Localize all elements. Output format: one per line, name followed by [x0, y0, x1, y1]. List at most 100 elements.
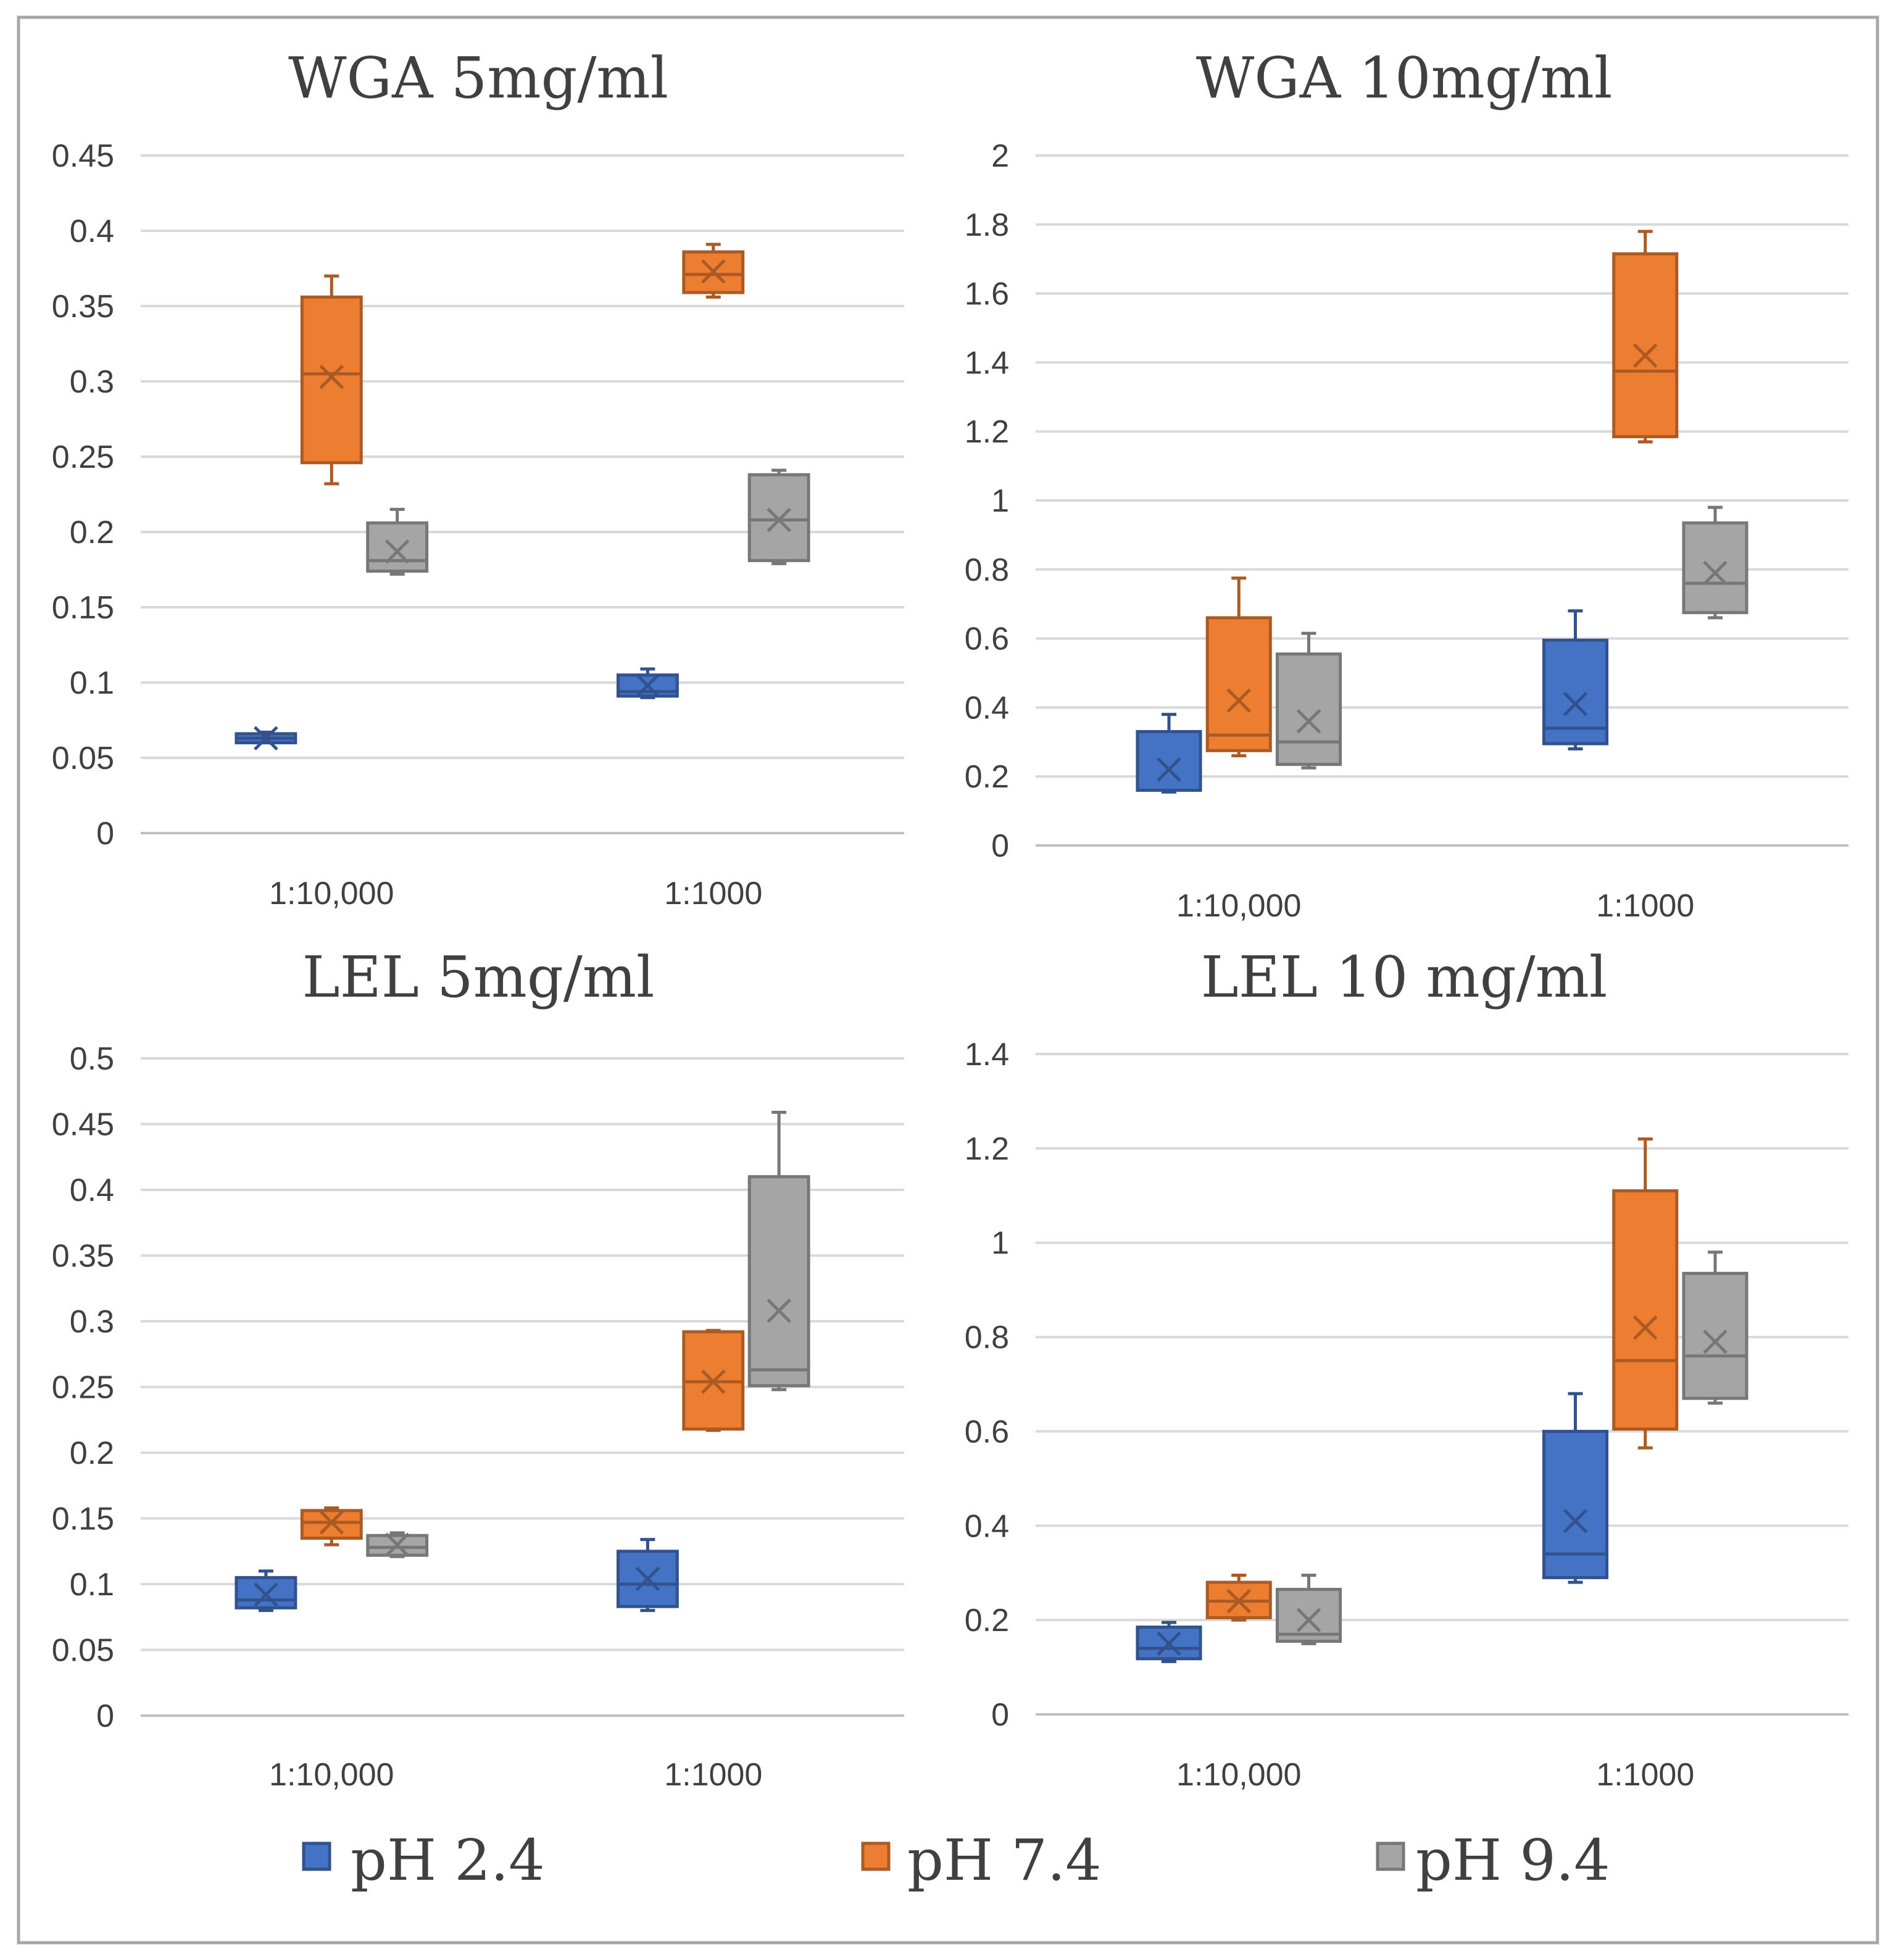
panel-wga-10: WGA 10mg/ml 0 0.2 0.4 0.6 0.8 1 1.2 1.4 1.6 1.8 2 1…	[965, 45, 1848, 924]
y-tick-label: 0.25	[52, 1370, 114, 1406]
y-tick-label: 0.05	[52, 1633, 114, 1669]
box-body	[1612, 1189, 1679, 1431]
box-ph-9-4	[747, 468, 810, 565]
mean-marker	[319, 364, 344, 389]
box-ph-9-4	[366, 1531, 429, 1558]
mean-marker	[319, 1510, 344, 1535]
box-body	[300, 295, 363, 465]
box-body	[1542, 1429, 1609, 1579]
box-ph-7-4	[1205, 576, 1272, 758]
box-ph-9-4	[1682, 505, 1748, 620]
mean-marker	[767, 507, 791, 533]
y-tick-label: 0.4	[965, 1508, 1009, 1544]
legend-swatch	[302, 1842, 331, 1871]
mean-marker	[1563, 692, 1588, 716]
y-tick-label: 0.05	[52, 741, 114, 776]
y-tick-label: 0.4	[965, 690, 1009, 726]
mean-marker	[385, 539, 410, 564]
box-body	[1542, 638, 1609, 745]
legend-item-ph-9-4: pH 9.4	[1376, 1827, 1610, 1893]
box-ph-7-4	[682, 243, 745, 299]
x-tick-label: 1:10,000	[1176, 1757, 1301, 1793]
mean-marker	[1632, 1315, 1658, 1340]
y-tick-label: 0.8	[965, 552, 1009, 588]
y-tick-label: 0.35	[52, 289, 114, 325]
y-tick-label: 0.4	[70, 214, 114, 249]
y-tick-label: 0.8	[965, 1320, 1009, 1356]
mean-marker	[1703, 560, 1728, 586]
box-ph-9-4	[1275, 1574, 1342, 1645]
y-tick-label: 0.2	[70, 515, 114, 550]
x-tick-label: 1:10,000	[269, 876, 394, 911]
box-body	[1682, 1271, 1748, 1400]
y-tick-label: 0.1	[70, 665, 114, 701]
box-ph-9-4	[366, 507, 429, 576]
y-tick-label: 0	[991, 828, 1009, 864]
box-body	[1275, 652, 1342, 766]
mean-marker	[1226, 1588, 1252, 1614]
y-tick-label: 0.5	[70, 1041, 114, 1077]
y-tick-label: 1.4	[965, 1037, 1009, 1073]
legend-label: pH 7.4	[907, 1827, 1102, 1893]
mean-marker	[767, 1298, 791, 1323]
chart-title: WGA 10mg/ml	[1196, 45, 1613, 111]
y-tick-label: 0.45	[52, 138, 114, 174]
y-tick-label: 0.3	[70, 1304, 114, 1340]
chart-title: LEL 5mg/ml	[302, 944, 655, 1010]
box-ph-7-4	[1612, 230, 1679, 444]
x-tick-label: 1:10,000	[1176, 888, 1301, 924]
mean-marker	[635, 1566, 660, 1592]
legend: pH 2.4 pH 7.4 pH 9.4	[302, 1827, 1610, 1893]
box-ph-9-4	[1682, 1250, 1748, 1405]
box-ph-7-4	[682, 1329, 745, 1432]
mean-marker	[701, 259, 726, 284]
mean-marker	[254, 726, 278, 751]
mean-marker	[1632, 343, 1658, 368]
legend-item-ph-2-4: pH 2.4	[302, 1827, 545, 1893]
y-tick-label: 0.25	[52, 439, 114, 475]
box-ph-9-4	[747, 1110, 810, 1392]
mean-marker	[1296, 1608, 1321, 1632]
box-ph-7-4	[300, 1506, 363, 1547]
y-tick-label: 0.2	[965, 1603, 1009, 1638]
y-tick-label: 0.2	[965, 759, 1009, 795]
y-tick-label: 0.4	[70, 1173, 114, 1208]
legend-swatch	[861, 1842, 891, 1871]
box-ph-9-4	[1275, 631, 1342, 770]
y-tick-label: 0.1	[70, 1567, 114, 1603]
mean-marker	[1157, 1631, 1181, 1656]
x-tick-label: 1:1000	[664, 1757, 762, 1793]
legend-label: pH 9.4	[1416, 1827, 1610, 1893]
box-ph-7-4	[300, 274, 363, 486]
mean-marker	[1296, 708, 1321, 734]
box-ph-2-4	[235, 1569, 297, 1613]
y-tick-label: 0.45	[52, 1107, 114, 1143]
box-body	[1205, 616, 1272, 752]
mean-marker	[1703, 1329, 1728, 1354]
y-tick-label: 0.2	[70, 1435, 114, 1471]
legend-swatch	[1376, 1842, 1405, 1871]
box-ph-2-4	[1136, 713, 1202, 794]
box-ph-2-4	[1542, 609, 1609, 750]
y-tick-label: 1.4	[965, 345, 1009, 381]
mean-marker	[385, 1532, 410, 1557]
box-body	[1275, 1587, 1342, 1643]
y-tick-label: 1.2	[965, 1131, 1009, 1167]
box-body	[747, 1175, 810, 1387]
box-ph-7-4	[1205, 1574, 1272, 1622]
y-tick-label: 0.35	[52, 1239, 114, 1274]
chart-title: LEL 10 mg/ml	[1201, 944, 1608, 1010]
mean-marker	[1157, 757, 1181, 782]
y-tick-label: 1.8	[965, 207, 1009, 243]
y-tick-label: 0.6	[965, 621, 1009, 657]
box-ph-2-4	[616, 667, 679, 699]
x-tick-label: 1:1000	[1596, 888, 1694, 924]
y-tick-label: 0.15	[52, 590, 114, 626]
box-ph-7-4	[1612, 1137, 1679, 1450]
y-tick-label: 2	[991, 138, 1009, 174]
box-body	[1612, 252, 1679, 439]
y-tick-label: 0	[96, 816, 114, 852]
legend-item-ph-7-4: pH 7.4	[861, 1827, 1102, 1893]
box-ph-2-4	[616, 1538, 679, 1613]
y-tick-label: 0.6	[965, 1414, 1009, 1450]
